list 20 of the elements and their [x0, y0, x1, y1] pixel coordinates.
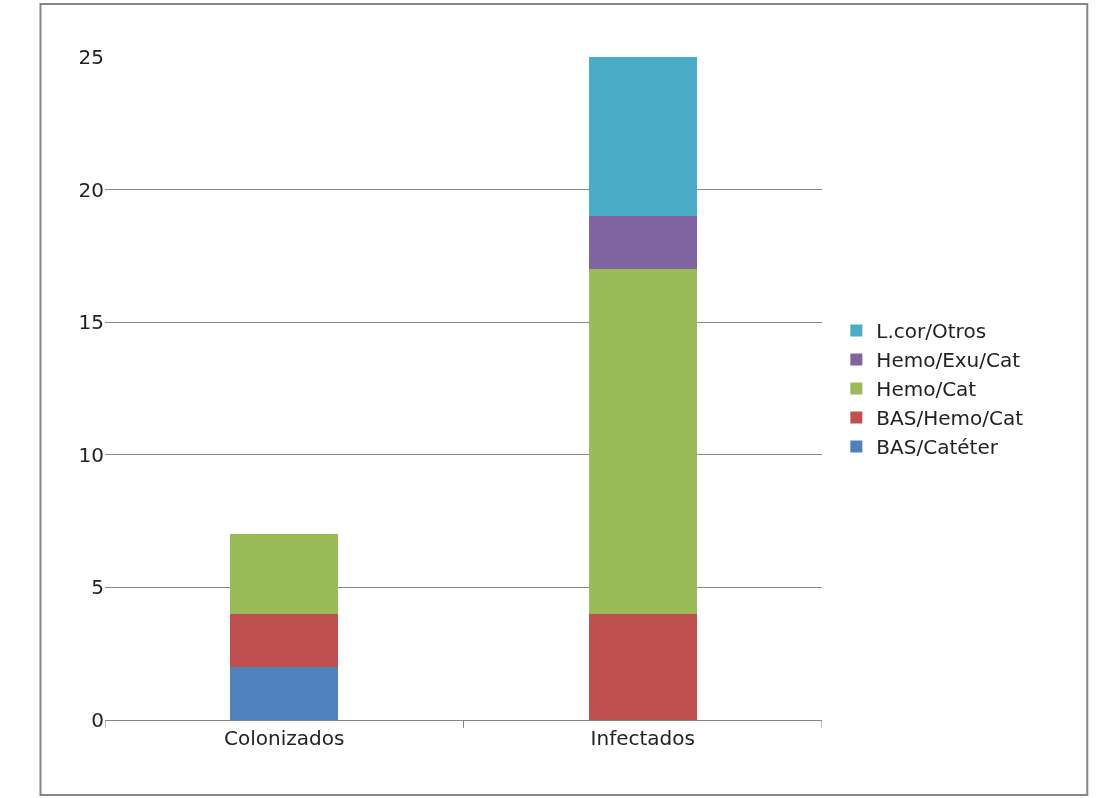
y-tick-label: 10: [78, 442, 104, 467]
legend-label: L.cor/Otros: [876, 319, 987, 344]
bar: [588, 216, 697, 270]
legend-label: Hemo/Exu/Cat: [876, 348, 1021, 373]
bar: [588, 269, 697, 614]
bar: [230, 534, 339, 614]
y-tick-label: 15: [78, 310, 104, 335]
bar: [588, 613, 697, 720]
legend-label: BAS/Hemo/Cat: [876, 406, 1024, 431]
y-tick-label: 25: [78, 45, 104, 69]
x-tick-label: Colonizados: [224, 726, 345, 750]
bar: [230, 666, 339, 720]
y-tick-label: 0: [91, 708, 104, 732]
y-tick-label: 20: [78, 177, 104, 202]
x-tick-label: Infectados: [590, 726, 695, 750]
y-tick-label: 5: [91, 575, 104, 600]
bar: [230, 613, 339, 667]
legend-label: BAS/Catéter: [876, 435, 999, 460]
legend-label: Hemo/Cat: [876, 377, 977, 402]
bar: [588, 57, 697, 217]
